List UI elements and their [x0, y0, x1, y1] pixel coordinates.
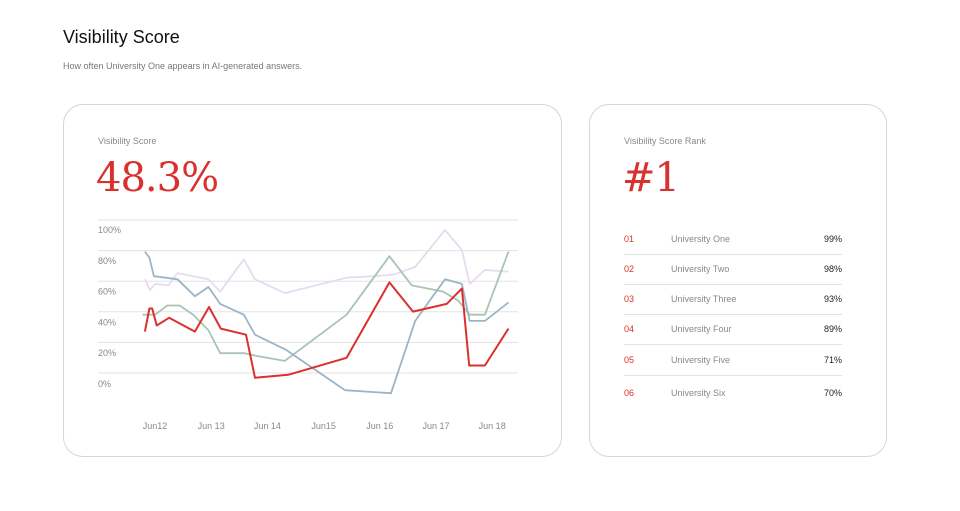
y-tick-label: 100% [98, 225, 121, 235]
rank-value: #1 [622, 155, 680, 201]
score-percent: 99% [823, 234, 842, 244]
page-title: Visibility Score [63, 27, 180, 47]
x-tick-label: Jun 16 [366, 421, 393, 431]
rank-row: 02 University Two 98% [624, 254, 842, 285]
rank-label: Visibility Score Rank [624, 136, 706, 146]
y-tick-label: 0% [98, 379, 111, 389]
rank-row: 05 University Five 71% [624, 345, 842, 376]
x-tick-label: Jun12 [143, 421, 168, 431]
rank-row: 01 University One 99% [624, 224, 842, 255]
score-value: 48.3% [96, 155, 219, 201]
y-tick-label: 40% [98, 317, 116, 327]
rank-card: Visibility Score Rank #1 01 University On… [589, 104, 887, 457]
rank-number: 02 [624, 264, 635, 274]
rank-row: 04 University Four 89% [624, 314, 842, 345]
y-tick-label: 60% [98, 287, 116, 297]
series-line-3 [144, 251, 510, 395]
x-tick-label: Jun15 [311, 421, 336, 431]
x-tick-label: Jun 18 [479, 421, 506, 431]
rank-number: 06 [624, 388, 635, 398]
rank-number: 03 [624, 294, 635, 304]
rank-number: 04 [624, 324, 635, 334]
rank-number: 05 [624, 355, 635, 365]
rank-row: 06 University Six 70% [624, 378, 842, 408]
university-name: University Two [671, 264, 730, 274]
page-subtitle: How often University One appears in AI-g… [63, 61, 303, 71]
score-percent: 93% [823, 294, 842, 304]
score-percent: 71% [823, 355, 842, 365]
score-percent: 89% [823, 324, 842, 334]
university-name: University Four [671, 324, 732, 334]
series-line-1 [144, 229, 509, 295]
score-label: Visibility Score [98, 136, 157, 146]
series-line-4 [143, 281, 510, 379]
score-percent: 70% [823, 388, 842, 398]
series-line-2 [142, 251, 510, 362]
x-tick-label: Jun 14 [254, 421, 281, 431]
score-percent: 98% [823, 264, 842, 274]
y-tick-label: 80% [98, 256, 116, 266]
x-tick-label: Jun 13 [198, 421, 225, 431]
university-name: University Five [671, 355, 731, 365]
x-tick-label: Jun 17 [422, 421, 449, 431]
university-name: University One [671, 234, 731, 244]
y-tick-label: 20% [98, 348, 116, 358]
rank-row: 03 University Three 93% [624, 284, 842, 315]
university-name: University Six [671, 388, 726, 398]
rank-number: 01 [624, 234, 635, 244]
university-name: University Three [671, 294, 737, 304]
